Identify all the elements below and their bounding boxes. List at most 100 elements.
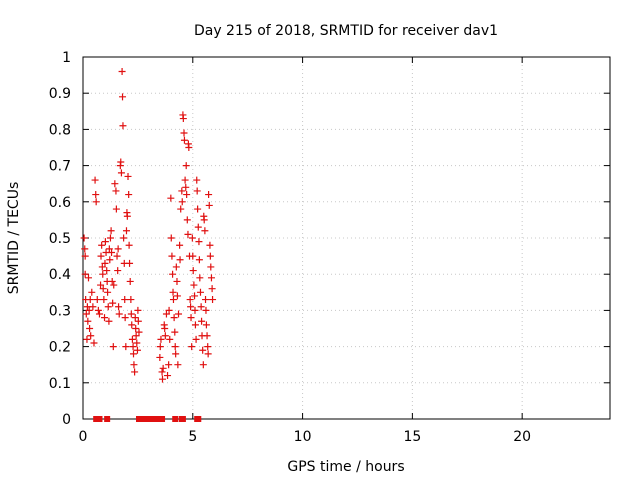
data-point	[108, 248, 116, 256]
data-point	[132, 325, 140, 332]
data-point	[89, 303, 97, 311]
data-point	[112, 205, 120, 213]
data-point	[176, 256, 184, 264]
data-point	[199, 361, 207, 369]
data-point	[121, 296, 129, 304]
data-point	[121, 314, 129, 322]
data-point	[131, 368, 139, 376]
data-point	[111, 180, 119, 188]
data-point	[81, 252, 89, 260]
data-point	[106, 234, 114, 242]
data-point	[97, 281, 105, 289]
data-point	[84, 274, 92, 282]
data-point	[128, 321, 136, 329]
data-point	[134, 306, 142, 314]
data-point	[97, 252, 105, 260]
data-point	[159, 364, 167, 372]
data-point	[165, 361, 173, 369]
data-point	[193, 176, 201, 184]
data-point	[161, 332, 169, 340]
chart-title: Day 215 of 2018, SRMTID for receiver dav…	[194, 23, 498, 39]
data-point	[174, 361, 182, 369]
data-point	[98, 263, 106, 271]
data-point	[190, 281, 198, 289]
data-point	[105, 317, 113, 325]
data-point	[171, 343, 179, 351]
data-point	[132, 332, 140, 340]
data-point	[135, 328, 143, 336]
data-point	[103, 267, 111, 275]
data-point	[203, 332, 211, 340]
data-point	[125, 191, 133, 199]
data-point	[131, 314, 139, 322]
x-tick-label: 5	[188, 429, 197, 445]
y-tick-label: 0	[62, 412, 71, 428]
data-point	[92, 191, 100, 199]
data-point	[84, 317, 92, 325]
data-point	[207, 263, 215, 271]
data-point	[81, 270, 89, 278]
y-tick-label: 0.8	[49, 122, 71, 138]
data-point	[194, 205, 202, 213]
data-point	[196, 274, 204, 282]
y-tick-label: 0.4	[49, 267, 71, 283]
data-point	[122, 343, 130, 351]
y-tick-label: 0.6	[49, 195, 71, 211]
data-point	[192, 335, 200, 343]
data-point	[101, 314, 109, 322]
data-point	[206, 252, 214, 260]
data-point	[169, 296, 177, 304]
data-point	[90, 339, 98, 347]
data-point	[202, 306, 210, 314]
data-point	[191, 321, 199, 329]
data-point	[202, 296, 210, 304]
data-point	[125, 241, 133, 249]
data-point	[195, 256, 203, 264]
data-point	[126, 259, 134, 267]
y-tick-label: 0.2	[49, 340, 71, 356]
x-tick-label: 20	[513, 429, 531, 445]
data-point	[110, 281, 118, 289]
data-point	[95, 310, 103, 318]
data-point	[92, 198, 100, 206]
data-point	[196, 288, 204, 296]
data-point	[164, 372, 172, 380]
data-point	[91, 176, 99, 184]
data-point	[109, 343, 117, 351]
data-point	[128, 335, 136, 343]
data-point	[134, 317, 142, 325]
data-point	[83, 335, 91, 343]
data-point	[187, 303, 195, 311]
data-point	[117, 158, 125, 166]
data-point	[120, 234, 128, 242]
data-point	[193, 187, 201, 195]
data-point	[130, 350, 138, 358]
data-point	[127, 310, 135, 318]
plot-frame	[82, 56, 611, 420]
data-point	[208, 285, 216, 293]
data-point	[170, 314, 178, 322]
data-point	[182, 183, 190, 191]
data-point	[114, 245, 122, 253]
data-point	[98, 241, 106, 249]
data-point	[173, 277, 181, 285]
y-tick-label: 0.9	[49, 86, 71, 102]
data-point	[130, 361, 138, 369]
y-tick-label: 1	[62, 50, 71, 66]
data-point	[201, 227, 209, 235]
data-point	[176, 241, 184, 249]
data-point	[205, 191, 213, 199]
data-point	[179, 115, 187, 123]
data-point	[100, 296, 108, 304]
data-point	[106, 256, 114, 264]
data-point	[207, 274, 215, 282]
y-tick-label: 0.7	[49, 159, 71, 175]
data-point	[119, 122, 127, 130]
data-point	[204, 343, 212, 351]
data-point	[175, 310, 183, 318]
data-point	[185, 144, 193, 151]
data-point	[166, 335, 174, 343]
data-point	[169, 288, 177, 296]
data-points	[80, 67, 217, 422]
data-point	[205, 201, 213, 209]
